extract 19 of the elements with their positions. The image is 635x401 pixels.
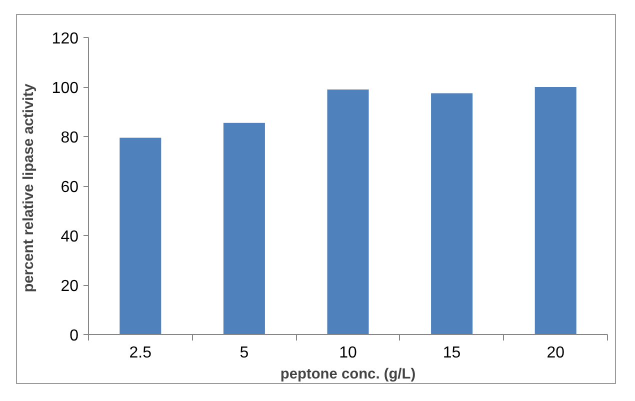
y-tick-label: 20 (60, 278, 79, 295)
y-axis-title: percent relative lipase activity (20, 82, 37, 292)
y-tick-label: 40 (60, 228, 79, 246)
x-tick-label: 5 (240, 344, 249, 362)
bar (431, 93, 473, 334)
x-tick-label: 10 (339, 344, 357, 362)
bar (120, 138, 162, 334)
bar (223, 122, 265, 334)
x-tick-label: 20 (546, 344, 565, 362)
x-axis-title: peptone conc. (g/L) (280, 366, 416, 382)
bar (534, 87, 576, 334)
y-tick-label: 80 (60, 130, 79, 146)
y-tick-label: 0 (70, 328, 79, 344)
y-tick-label: 120 (52, 30, 79, 48)
y-tick-label: 60 (60, 179, 79, 196)
bar (327, 89, 369, 334)
x-tick-label: 15 (442, 344, 461, 362)
x-tick-label: 2.5 (129, 344, 152, 362)
y-tick-label: 100 (52, 80, 79, 97)
